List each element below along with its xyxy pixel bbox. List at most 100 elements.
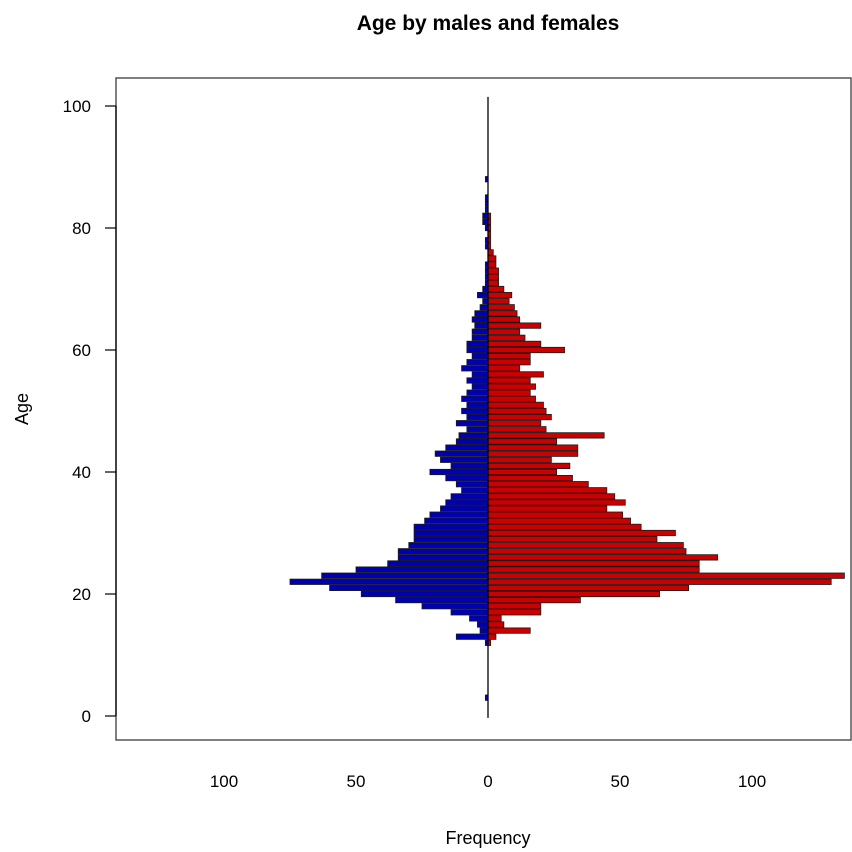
right-bar-age-72 [487,273,499,280]
left-bar-age-31 [413,523,489,531]
left-bar-age-47 [466,426,489,433]
x-axis-label: Frequency [445,828,530,848]
left-bar-age-62 [471,334,489,341]
x-tick-label: 100 [738,772,766,791]
left-bar-age-46 [458,432,489,439]
right-bar-age-25 [487,560,700,567]
right-bar-age-24 [487,566,700,573]
x-tick-label: 100 [210,772,238,791]
right-bar-age-16 [487,615,502,622]
left-bar-age-70 [482,285,489,293]
right-bar-age-31 [487,523,642,531]
y-tick-label: 100 [63,97,91,116]
left-bar-age-52 [461,395,489,402]
left-bar-age-43 [434,450,489,457]
left-bar-age-63 [471,328,489,335]
right-bar-age-57 [487,365,521,372]
right-bar-age-20 [487,590,661,598]
right-bar-age-27 [487,548,687,555]
left-bar-age-30 [413,529,489,537]
right-bar-age-42 [487,456,552,463]
left-bar-age-24 [355,566,489,573]
left-bar-age-19 [395,597,489,604]
right-bar-age-75 [487,255,497,262]
left-bar-age-45 [455,438,489,445]
left-bar-age-59 [471,352,489,360]
x-tick-label: 50 [347,772,366,791]
left-bar-age-56 [471,371,489,378]
right-bar-age-73 [487,267,499,274]
left-bar-age-44 [445,444,489,451]
y-tick-label: 80 [72,219,91,238]
left-bar-age-29 [413,536,489,543]
y-axis: 0 20 40 60 80 100 [63,97,117,726]
y-tick-label: 40 [72,463,91,482]
right-bar-age-39 [487,474,573,482]
left-bar-age-65 [471,316,489,323]
left-bar-age-13 [455,633,489,640]
y-tick-label: 20 [72,585,91,604]
left-bar-age-42 [440,456,489,463]
right-bar-age-62 [487,334,526,341]
right-bar-age-68 [487,298,510,305]
right-bar-age-58 [487,359,531,366]
left-bar-age-26 [397,554,489,561]
left-bar-age-20 [360,590,489,598]
right-bar-age-17 [487,609,542,616]
left-bar-age-41 [450,462,489,470]
right-bar-age-63 [487,328,521,335]
left-bar-age-69 [477,291,489,299]
left-bar-age-34 [440,505,489,512]
right-bar-age-44 [487,444,579,451]
left-bar-age-21 [329,584,489,592]
right-bar-age-55 [487,377,531,384]
left-bar-age-53 [466,389,489,396]
left-bar-age-60 [466,346,489,354]
left-bar-age-22 [289,578,489,585]
right-bar-age-48 [487,420,542,427]
y-tick-label: 60 [72,341,91,360]
left-bar-age-40 [429,468,489,476]
right-bar-age-67 [487,304,515,311]
y-axis-label: Age [12,393,32,425]
right-bar-age-53 [487,389,531,396]
left-bar-age-49 [466,413,489,421]
right-bar-age-19 [487,597,581,604]
left-bar-age-33 [429,511,489,518]
left-bar-age-64 [474,322,489,329]
right-bar-age-65 [487,316,521,323]
right-bar-age-29 [487,536,658,543]
right-bar-age-23 [487,572,845,579]
right-bar-age-56 [487,371,544,378]
right-bar-age-14 [487,627,531,634]
left-bar-age-48 [455,420,489,427]
left-bar-age-58 [466,359,489,366]
left-bar-age-68 [482,298,489,305]
right-bar-age-40 [487,468,558,476]
right-bar-age-69 [487,291,513,299]
left-bar-age-28 [408,542,489,549]
left-bar-age-67 [479,304,489,311]
right-bar-age-61 [487,340,542,348]
right-bar-age-64 [487,322,542,329]
right-bar-age-26 [487,554,719,561]
right-bar-age-13 [487,633,497,640]
right-bar-age-41 [487,462,571,470]
right-bar-age-43 [487,450,579,457]
right-bar-age-66 [487,310,518,317]
right-bar-age-51 [487,401,544,409]
left-bar-age-66 [474,310,489,317]
left-bar-age-36 [450,493,489,500]
right-bar-age-34 [487,505,608,512]
left-bar-age-61 [466,340,489,348]
x-tick-label: 50 [611,772,630,791]
left-bar-age-38 [455,481,489,488]
right-bar-age-59 [487,352,531,360]
left-bar-age-17 [450,609,489,616]
right-bar-age-47 [487,426,547,433]
x-tick-label: 0 [483,772,492,791]
left-bar-age-81 [482,218,489,225]
right-bar-age-36 [487,493,616,500]
right-bar-age-22 [487,578,832,585]
